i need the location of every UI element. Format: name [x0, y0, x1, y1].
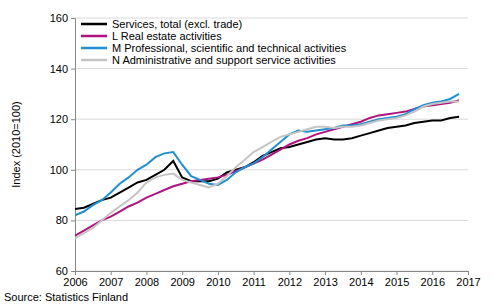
legend-label: N Administrative and support service act… [112, 54, 336, 66]
tick-mark [71, 220, 75, 221]
tick: 2016 [421, 271, 445, 288]
tick-mark [71, 170, 75, 171]
tick-label: 2011 [242, 276, 266, 288]
grid-line [75, 220, 468, 221]
tick-label: 140 [50, 63, 68, 75]
tick-label: 2007 [99, 276, 123, 288]
legend-label: Services, total (excl. trade) [112, 18, 242, 30]
tick-mark [71, 18, 75, 19]
tick-mark [111, 271, 112, 275]
axis-line [76, 272, 469, 276]
source-note: Source: Statistics Finland [4, 291, 128, 303]
tick-mark [397, 271, 398, 275]
tick-mark [325, 271, 326, 275]
tick-label: 100 [50, 164, 68, 176]
tick-mark [289, 271, 290, 275]
lines [75, 94, 459, 238]
tick-mark [218, 271, 219, 275]
tick-mark [361, 271, 362, 275]
tick: 100 [50, 164, 75, 176]
y-axis-title: Index (2010=100) [10, 101, 22, 188]
tick-mark [432, 271, 433, 275]
tick-mark [71, 271, 75, 272]
tick: 2013 [313, 271, 337, 288]
tick: 2008 [135, 271, 159, 288]
tick-label: 2017 [456, 276, 480, 288]
tick: 2014 [349, 271, 373, 288]
tick: 140 [50, 63, 75, 75]
tick: 2010 [206, 271, 230, 288]
tick-mark [182, 271, 183, 275]
tick: 2012 [278, 271, 302, 288]
grid-line [75, 119, 468, 120]
tick: 120 [50, 113, 75, 125]
tick-label: 80 [56, 214, 68, 226]
series-line [75, 100, 459, 235]
grid-line [75, 68, 468, 69]
tick-label: 2006 [63, 276, 87, 288]
tick: 80 [56, 214, 75, 226]
tick-mark [146, 271, 147, 275]
tick-mark [468, 271, 469, 275]
tick-mark [71, 119, 75, 120]
chart: 6080100120140160200620072008200920102011… [0, 0, 493, 304]
tick-mark [75, 271, 76, 275]
legend-swatch [81, 35, 107, 38]
series-line [75, 101, 459, 238]
y-axis: 6080100120140160 [50, 12, 76, 277]
tick-label: 2016 [421, 276, 445, 288]
grid-line [75, 169, 468, 170]
tick: 160 [50, 12, 75, 24]
legend-swatch [81, 47, 107, 50]
series-line [75, 117, 459, 209]
x-axis: 2006 2007 2008 2009 2010 2011 2012 2013 2014 2015… [63, 271, 480, 288]
tick: 2011 [242, 271, 266, 288]
tick-label: 2015 [385, 276, 409, 288]
tick-label: 2013 [313, 276, 337, 288]
legend-swatch [81, 59, 107, 62]
grid [75, 18, 468, 271]
tick-label: 2012 [278, 276, 302, 288]
tick: 2006 [63, 271, 87, 288]
legend-swatch [81, 23, 107, 26]
tick: 2007 [99, 271, 123, 288]
tick: 2009 [170, 271, 194, 288]
legend-label: M Professional, scientific and technical… [112, 42, 347, 54]
axis-line [71, 19, 76, 272]
tick-label: 2010 [206, 276, 230, 288]
tick: 2015 [385, 271, 409, 288]
tick: 2017 [456, 271, 480, 288]
tick-mark [71, 69, 75, 70]
tick-label: 120 [50, 113, 68, 125]
tick-label: 2014 [349, 276, 373, 288]
legend-label: L Real estate activities [112, 30, 222, 42]
legend: Services, total (excl. trade)L Real esta… [81, 18, 347, 66]
tick-label: 2008 [135, 276, 159, 288]
tick-label: 160 [50, 12, 68, 24]
tick-mark [254, 271, 255, 275]
tick-label: 2009 [170, 276, 194, 288]
